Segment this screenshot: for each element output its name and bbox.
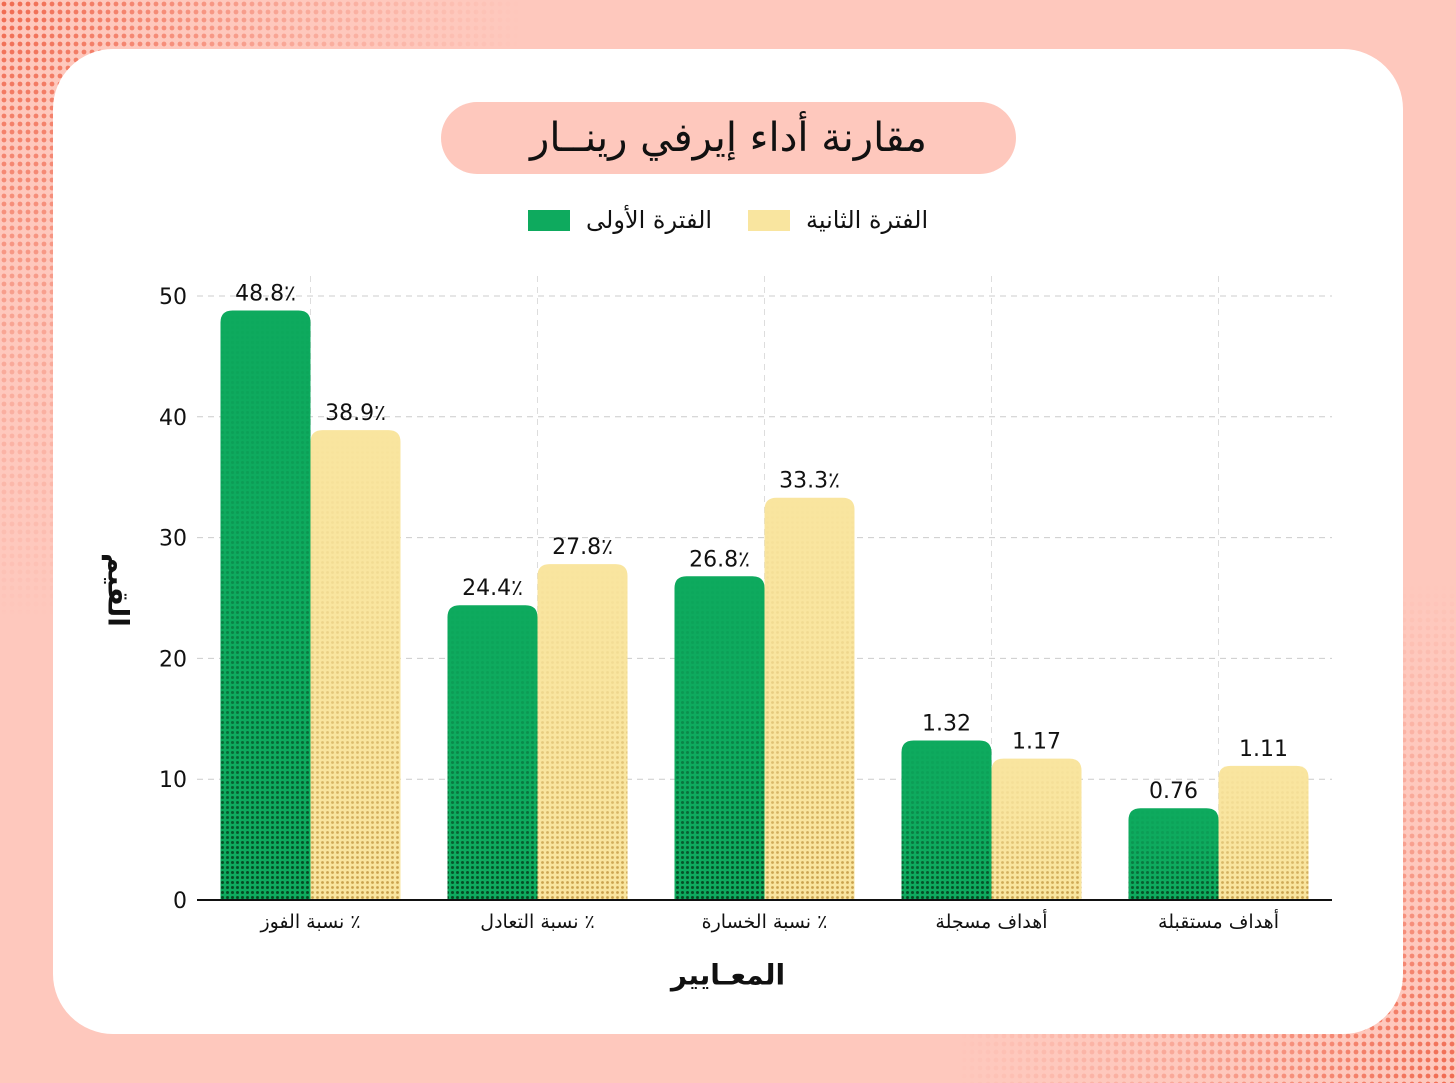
chart-title: مقارنة أداء إيرفي رينــار bbox=[530, 115, 927, 161]
legend-swatch-series-2 bbox=[748, 209, 790, 231]
bar-series-2-5 bbox=[1218, 765, 1309, 900]
x-tick-label-2: ٪ نسبة التعادل bbox=[480, 911, 594, 933]
y-tick-label: 40 bbox=[159, 406, 187, 431]
data-label-series-2-3: 33.3٪ bbox=[779, 469, 840, 494]
legend-item-series-2: الفترة الثانية bbox=[748, 200, 928, 240]
legend: الفترة الأولى الفترة الثانية bbox=[0, 200, 1456, 240]
legend-label-series-2: الفترة الثانية bbox=[806, 206, 929, 234]
bar-series-1-3 bbox=[674, 576, 765, 900]
data-label-series-1-4: 1.32 bbox=[922, 712, 971, 737]
data-label-series-1-5: 0.76 bbox=[1149, 779, 1198, 804]
data-label-series-1-2: 24.4٪ bbox=[462, 576, 523, 601]
x-tick-label-5: أهداف مستقبلة bbox=[1158, 909, 1279, 933]
data-label-series-1-3: 26.8٪ bbox=[689, 547, 750, 572]
title-pill: مقارنة أداء إيرفي رينــار bbox=[441, 102, 1016, 174]
bar-series-2-2 bbox=[537, 564, 628, 900]
data-label-series-1-1: 48.8٪ bbox=[235, 281, 296, 306]
bar-series-2-4 bbox=[991, 758, 1082, 900]
x-tick-label-4: أهداف مسجلة bbox=[935, 909, 1047, 933]
bar-series-1-4 bbox=[901, 740, 992, 900]
data-label-series-2-2: 27.8٪ bbox=[552, 535, 613, 560]
y-axis-title: القيم bbox=[101, 553, 135, 627]
y-tick-label: 20 bbox=[159, 647, 187, 672]
data-label-series-2-4: 1.17 bbox=[1012, 730, 1061, 755]
bar-series-2-1 bbox=[310, 430, 401, 900]
bar-series-1-5 bbox=[1128, 808, 1219, 900]
data-label-series-2-1: 38.9٪ bbox=[325, 401, 386, 426]
y-tick-label: 0 bbox=[173, 889, 187, 914]
legend-swatch-series-1 bbox=[528, 209, 570, 231]
data-label-series-2-5: 1.11 bbox=[1239, 737, 1288, 762]
legend-item-series-1: الفترة الأولى bbox=[528, 200, 712, 240]
bar-series-1-1 bbox=[220, 310, 311, 901]
y-tick-label: 10 bbox=[159, 768, 187, 793]
y-tick-label: 30 bbox=[159, 527, 187, 552]
bar-series-2-3 bbox=[764, 497, 855, 900]
legend-label-series-1: الفترة الأولى bbox=[586, 206, 713, 234]
bar-series-1-2 bbox=[447, 605, 538, 900]
x-tick-label-3: ٪ نسبة الخسارة bbox=[702, 911, 828, 933]
x-axis-title: المعـايير bbox=[670, 958, 786, 992]
y-tick-label: 50 bbox=[159, 285, 187, 310]
x-tick-label-1: ٪ نسبة الفوز bbox=[259, 911, 360, 933]
